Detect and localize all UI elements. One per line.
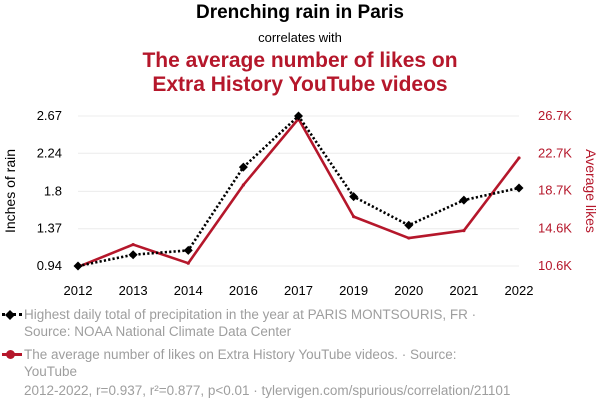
- series-rain-point: [73, 261, 83, 271]
- grid-lines: [78, 115, 519, 267]
- x-tick-label: 2020: [394, 283, 423, 298]
- x-tick-label: 2021: [449, 283, 478, 298]
- series-likes-point: [352, 215, 356, 219]
- left-tick-label: 2.24: [37, 145, 62, 160]
- series-rain-point: [404, 220, 414, 230]
- series-rain: [73, 111, 524, 271]
- left-tick-label: 0.94: [37, 258, 62, 273]
- x-tick-label: 2014: [174, 283, 203, 298]
- x-tick-label: 2016: [229, 283, 258, 298]
- right-tick-label: 26.7K: [538, 108, 572, 123]
- series-rain-point: [459, 195, 469, 205]
- series-likes-line: [77, 117, 521, 269]
- series-likes-point: [407, 236, 411, 240]
- x-tick-label: 2022: [505, 283, 534, 298]
- left-tick-label: 1.8: [44, 183, 62, 198]
- legend-key-rain-marker: [5, 310, 15, 320]
- x-tick-label: 2017: [284, 283, 313, 298]
- left-tick-label: 1.37: [37, 221, 62, 236]
- chart-connector-text: correlates with: [258, 30, 342, 45]
- right-tick-label: 18.7K: [538, 183, 572, 198]
- series-rain-point: [238, 162, 248, 172]
- series-rain-point: [349, 192, 359, 202]
- chart-title-secondary: The average number of likes on Extra His…: [0, 49, 600, 97]
- series-likes-point: [241, 183, 245, 187]
- chart-title: Drenching rain in Paris: [196, 2, 404, 23]
- x-axis-ticks: 2012 2013 2014 2016 2017 2019 2020 2021 2022: [64, 283, 534, 298]
- chart-title-secondary-line1: The average number of likes on: [142, 49, 458, 72]
- left-axis-title: Inches of rain: [2, 149, 18, 233]
- x-tick-label: 2013: [119, 283, 148, 298]
- right-tick-label: 22.7K: [538, 145, 572, 160]
- right-tick-label: 10.6K: [538, 258, 572, 273]
- right-axis-title: Average likes: [583, 149, 599, 233]
- chart-title-secondary-line2: Extra History YouTube videos: [152, 73, 448, 96]
- series-rain-point: [183, 245, 193, 255]
- left-axis-ticks: 0.94 1.37 1.8 2.24 2.67: [37, 108, 62, 273]
- legend-label-likes: The average number of likes on Extra His…: [24, 347, 457, 379]
- chart-footer: 2012-2022, r=0.937, r²=0.877, p<0.01 · t…: [24, 383, 511, 398]
- series-likes-point: [462, 228, 466, 233]
- series-rain-point: [514, 183, 524, 193]
- series-likes-point: [517, 156, 521, 160]
- legend-key-likes-marker: [6, 350, 15, 359]
- right-axis-ticks: 10.6K 14.6K 18.7K 22.7K 26.7K: [538, 108, 572, 273]
- right-tick-label: 14.6K: [538, 221, 572, 236]
- series-likes-point: [131, 242, 135, 247]
- series-likes: [76, 117, 521, 269]
- series-likes-point: [186, 261, 190, 265]
- series-rain-point: [294, 111, 303, 121]
- legend-label-rain: Highest daily total of precipitation in …: [24, 307, 477, 339]
- x-tick-label: 2012: [64, 283, 93, 298]
- left-tick-label: 2.67: [37, 108, 62, 123]
- series-rain-point: [128, 250, 138, 260]
- x-tick-label: 2019: [339, 283, 368, 298]
